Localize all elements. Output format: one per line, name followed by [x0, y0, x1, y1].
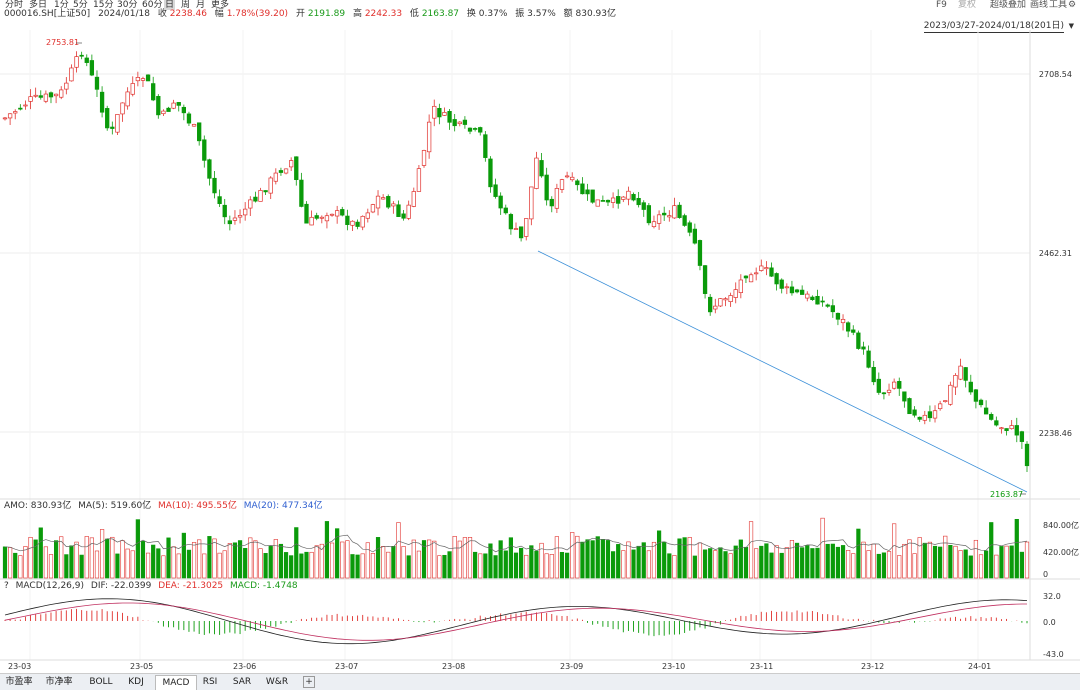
date-label: 23-03 [8, 662, 31, 671]
macd-help-icon[interactable]: ? [4, 581, 9, 591]
security-code: 000016.SH[上证50] [4, 9, 91, 19]
volume-ma-line [4, 534, 1028, 553]
add-tab-button[interactable]: + [303, 676, 315, 688]
period-5min[interactable]: 5分 [73, 0, 88, 10]
tab-pb[interactable]: 市净率 [45, 677, 73, 687]
dea-line [4, 602, 1027, 641]
price-tick-2: 2462.31 [1039, 249, 1072, 258]
date-label: 23-11 [750, 662, 773, 671]
tab-boll[interactable]: BOLL [89, 677, 113, 687]
settings-icon[interactable]: ⚙ [1068, 0, 1077, 10]
date-axis: 23-03 23-05 23-06 23-07 23-08 23-09 23-10 23-11… [8, 662, 991, 671]
quote-info: 000016.SH[上证50] 2024/01/18 收 2238.46 幅 1… [4, 9, 621, 20]
volume-bars [2, 517, 1030, 579]
tab-macd[interactable]: MACD [155, 675, 197, 690]
amount-label: 额 830.93亿 [563, 9, 617, 19]
macd-tick-2: 0.0 [1043, 618, 1056, 627]
date-label: 23-08 [442, 662, 465, 671]
price-tick-1: 2708.54 [1039, 70, 1072, 79]
macd-value: MACD: -1.4748 [230, 581, 298, 591]
amo-ma20: MA(20): 477.34亿 [243, 501, 323, 511]
max-annotation: 2753.81 [46, 38, 79, 47]
amplitude-label: 振 3.57% [515, 9, 556, 19]
low-label: 低 2163.87 [409, 9, 460, 19]
grid [0, 30, 1080, 661]
tab-rsi[interactable]: RSI [202, 677, 218, 687]
macd-legend: ? MACD(12,26,9) DIF: -22.0399 DEA: -21.3… [4, 581, 302, 592]
period-60min[interactable]: 60分 [142, 0, 163, 10]
open-label: 开 2191.89 [295, 9, 346, 19]
date-label: 23-12 [861, 662, 884, 671]
tab-wr[interactable]: W&R [265, 677, 289, 687]
period-duori[interactable]: 多日 [29, 0, 48, 10]
macd-title: MACD(12,26,9) [15, 581, 85, 591]
date-label: 23-10 [662, 662, 685, 671]
tab-sar[interactable]: SAR [232, 677, 252, 687]
close-label: 收 2238.46 [157, 9, 207, 19]
amo-tick-2: 420.00亿 [1043, 547, 1079, 557]
period-month[interactable]: 月 [196, 0, 206, 10]
period-15min[interactable]: 15分 [93, 0, 114, 10]
amo-value: AMO: 830.93亿 [4, 501, 72, 511]
date-range[interactable]: 2023/03/27-2024/01/18(201日) [923, 21, 1064, 33]
macd-dif: DIF: -22.0399 [90, 581, 152, 591]
price-tick-3: 2238.46 [1039, 429, 1072, 438]
macd-dea: DEA: -21.3025 [158, 581, 224, 591]
quote-date: 2024/01/18 [98, 9, 150, 19]
f9-button[interactable]: F9 [936, 0, 947, 10]
tab-kdj[interactable]: KDJ [128, 677, 144, 687]
amo-ma10: MA(10): 495.55亿 [158, 501, 237, 511]
period-week[interactable]: 周 [181, 0, 191, 10]
trend-line [537, 250, 1028, 493]
tools-button[interactable]: 工具 [1049, 0, 1068, 10]
period-fenshi[interactable]: 分时 [5, 0, 24, 10]
fuquan-button[interactable]: 复权 [958, 0, 977, 10]
macd-tick-1: 32.0 [1043, 592, 1061, 601]
date-label: 23-07 [335, 662, 358, 671]
overlay-button[interactable]: 超级叠加 [990, 0, 1027, 10]
indicator-tabs: 市盈率 市净率 BOLL KDJ MACD RSI SAR W&R + [0, 673, 1080, 690]
turnover-label: 换 0.37% [466, 9, 508, 19]
period-more[interactable]: 更多 [211, 0, 230, 10]
min-annotation: 2163.87 [990, 490, 1023, 499]
toolbar: 分时 多日 1分 5分 15分 30分 60分 日 周 月 更多 F9 复权 超… [0, 0, 1080, 11]
change-label: 幅 1.78%(39.20) [214, 9, 289, 19]
date-label: 24-01 [968, 662, 991, 671]
date-label: 23-09 [560, 662, 583, 671]
amo-tick-1: 840.00亿 [1043, 520, 1079, 530]
period-1min[interactable]: 1分 [54, 0, 69, 10]
period-day[interactable]: 日 [164, 0, 176, 10]
date-label: 23-05 [130, 662, 153, 671]
date-label: 23-06 [233, 662, 256, 671]
period-30min[interactable]: 30分 [117, 0, 138, 10]
amo-legend: AMO: 830.93亿 MA(5): 519.60亿 MA(10): 495.… [4, 501, 326, 512]
chevron-down-icon[interactable]: ▼ [1068, 22, 1074, 30]
amo-ma5: MA(5): 519.60亿 [78, 501, 152, 511]
high-label: 高 2242.33 [352, 9, 403, 19]
candles [2, 51, 1030, 473]
tab-pe[interactable]: 市盈率 [5, 677, 33, 687]
chart-canvas[interactable]: 2708.54 2462.31 2238.46 2753.81 2163.87 … [0, 0, 1080, 673]
amo-tick-3: 0 [1043, 570, 1048, 579]
draw-line-button[interactable]: 画线 [1030, 0, 1049, 10]
macd-tick-3: -43.0 [1043, 650, 1064, 659]
